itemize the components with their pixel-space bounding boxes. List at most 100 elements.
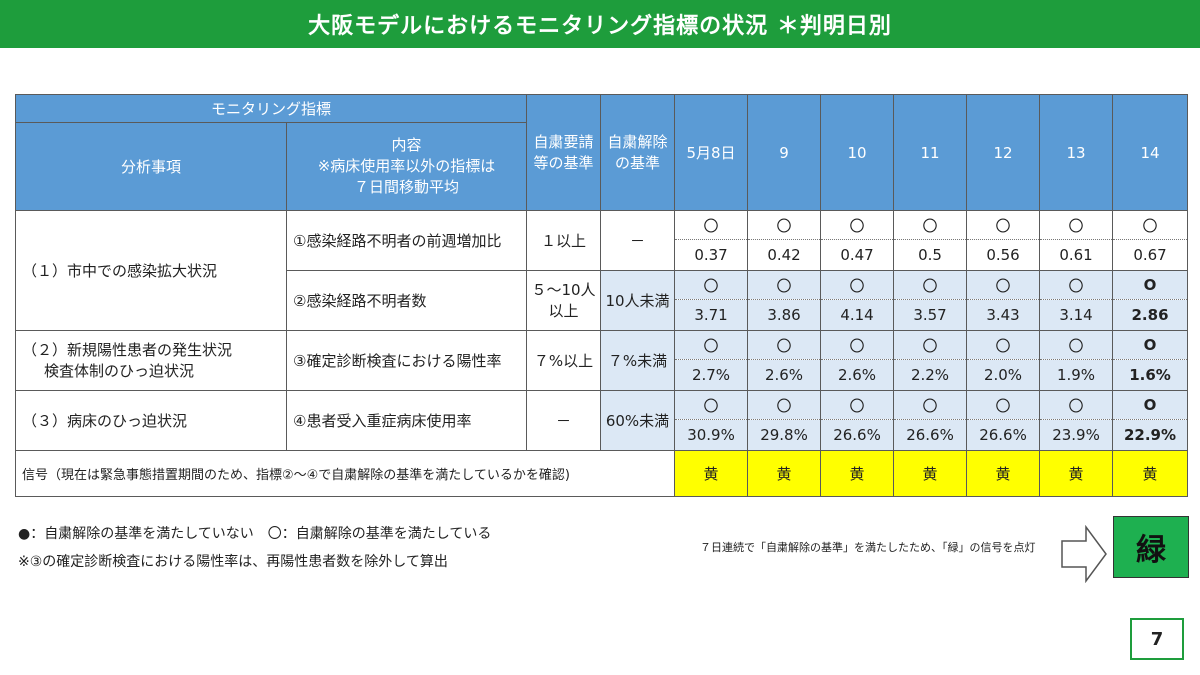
status-mark: 〇 [966,270,1041,300]
status-mark: 〇 [893,270,968,300]
page-title: 大阪モデルにおけるモニタリング指標の状況 ＊判明日別 [0,0,1200,48]
indicator-value: 30.9% [674,419,749,451]
indicator-value: 2.6% [820,359,895,391]
indicator-1-req: １以上 [526,210,602,271]
green-signal-notice: ７日連続で「自粛解除の基準」を満たしたため、「緑」の信号を点灯 [700,541,1036,554]
indicator-value: 0.61 [1039,239,1114,271]
indicator-3-label: ③確定診断検査における陽性率 [285,330,528,391]
indicator-2-label: ②感染経路不明者数 [285,270,528,331]
indicator-value: 0.56 [966,239,1041,271]
signal-cell: 黄 [674,450,749,497]
day-header: 13 [1039,94,1114,211]
indicator-value: 1.6% [1112,359,1189,391]
analysis-3: （３）病床のひっ迫状況 [15,390,287,451]
status-mark: 〇 [893,210,968,240]
indicator-value: 3.86 [747,299,822,331]
status-mark: 〇 [966,210,1041,240]
indicator-1-rel: － [600,210,676,271]
indicator-value: 2.2% [893,359,968,391]
legend-marks: ●：自粛解除の基準を満たしていない 〇：自粛解除の基準を満たしている [18,526,492,542]
indicator-value: 2.6% [747,359,822,391]
day-header: 12 [966,94,1041,211]
status-mark: O [1112,270,1189,300]
status-mark: 〇 [747,210,822,240]
status-mark: 〇 [820,390,895,420]
status-mark: 〇 [747,390,822,420]
status-mark: 〇 [747,270,822,300]
indicator-2-req: ５～10人 以上 [526,270,602,331]
indicator-value: 2.86 [1112,299,1189,331]
indicator-value: 3.71 [674,299,749,331]
indicator-value: 2.7% [674,359,749,391]
indicator-value: 29.8% [747,419,822,451]
indicator-value: 3.14 [1039,299,1114,331]
indicator-value: 0.67 [1112,239,1189,271]
day-header: 9 [747,94,822,211]
indicator-value: 0.5 [893,239,968,271]
analysis-2: （２）新規陽性患者の発生状況 検査体制のひっ迫状況 [15,330,287,391]
status-mark: 〇 [1112,210,1189,240]
indicator-value: 4.14 [820,299,895,331]
analysis-1: （１）市中での感染拡大状況 [15,210,287,331]
day-header: 11 [893,94,968,211]
indicator-3-rel: ７%未満 [600,330,676,391]
status-mark: 〇 [966,390,1041,420]
status-mark: 〇 [966,330,1041,360]
day-header: 10 [820,94,895,211]
indicator-value: 0.37 [674,239,749,271]
indicator-value: 26.6% [893,419,968,451]
status-mark: 〇 [674,330,749,360]
status-mark: 〇 [893,390,968,420]
status-mark: 〇 [1039,210,1114,240]
header-content: 内容 ※病床使用率以外の指標は ７日間移動平均 [285,122,528,211]
indicator-3-req: ７%以上 [526,330,602,391]
indicator-2-rel: 10人未満 [600,270,676,331]
status-mark: 〇 [747,330,822,360]
signal-label: 信号（現在は緊急事態措置期間のため、指標②～④で自粛解除の基準を満たしているかを… [14,450,676,497]
indicator-4-rel: 60%未満 [600,390,676,451]
page-number: 7 [1130,618,1184,660]
status-mark: 〇 [820,270,895,300]
green-signal-box: 緑 [1113,516,1189,578]
status-mark: 〇 [1039,390,1114,420]
indicator-value: 23.9% [1039,419,1114,451]
signal-cell: 黄 [1112,450,1189,497]
header-group: モニタリング指標 [14,94,528,123]
status-mark: 〇 [674,270,749,300]
indicator-value: 2.0% [966,359,1041,391]
status-mark: 〇 [820,330,895,360]
signal-cell: 黄 [893,450,968,497]
status-mark: 〇 [674,210,749,240]
indicator-value: 3.57 [893,299,968,331]
monitoring-table: モニタリング指標 自粛要請 等の基準 自粛解除 の基準 5月8日 9 10 11 1… [14,94,1189,497]
indicator-1-label: ①感染経路不明者の前週増加比 [285,210,528,271]
indicator-value: 26.6% [820,419,895,451]
signal-cell: 黄 [1039,450,1114,497]
signal-cell: 黄 [747,450,822,497]
indicator-value: 1.9% [1039,359,1114,391]
day-header: 5月8日 [674,94,749,211]
legend-note: ※③の確定診断検査における陽性率は、再陽性患者数を除外して算出 [18,554,448,570]
header-analysis: 分析事項 [15,122,287,211]
signal-cell: 黄 [820,450,895,497]
status-mark: 〇 [820,210,895,240]
indicator-value: 0.42 [747,239,822,271]
status-mark: 〇 [1039,270,1114,300]
indicator-value: 0.47 [820,239,895,271]
status-mark: O [1112,390,1189,420]
status-mark: O [1112,330,1189,360]
status-mark: 〇 [1039,330,1114,360]
indicator-value: 3.43 [966,299,1041,331]
indicator-value: 22.9% [1112,419,1189,451]
header-req-criteria: 自粛要請 等の基準 [526,94,602,211]
status-mark: 〇 [674,390,749,420]
signal-cell: 黄 [966,450,1041,497]
indicator-4-req: － [526,390,602,451]
status-mark: 〇 [893,330,968,360]
legend: ●：自粛解除の基準を満たしていない 〇：自粛解除の基準を満たしている ※③の確定… [18,520,491,576]
indicator-4-label: ④患者受入重症病床使用率 [285,390,528,451]
arrow-right-icon [1061,525,1107,583]
day-header: 14 [1112,94,1189,211]
header-release-criteria: 自粛解除 の基準 [600,94,676,211]
indicator-value: 26.6% [966,419,1041,451]
